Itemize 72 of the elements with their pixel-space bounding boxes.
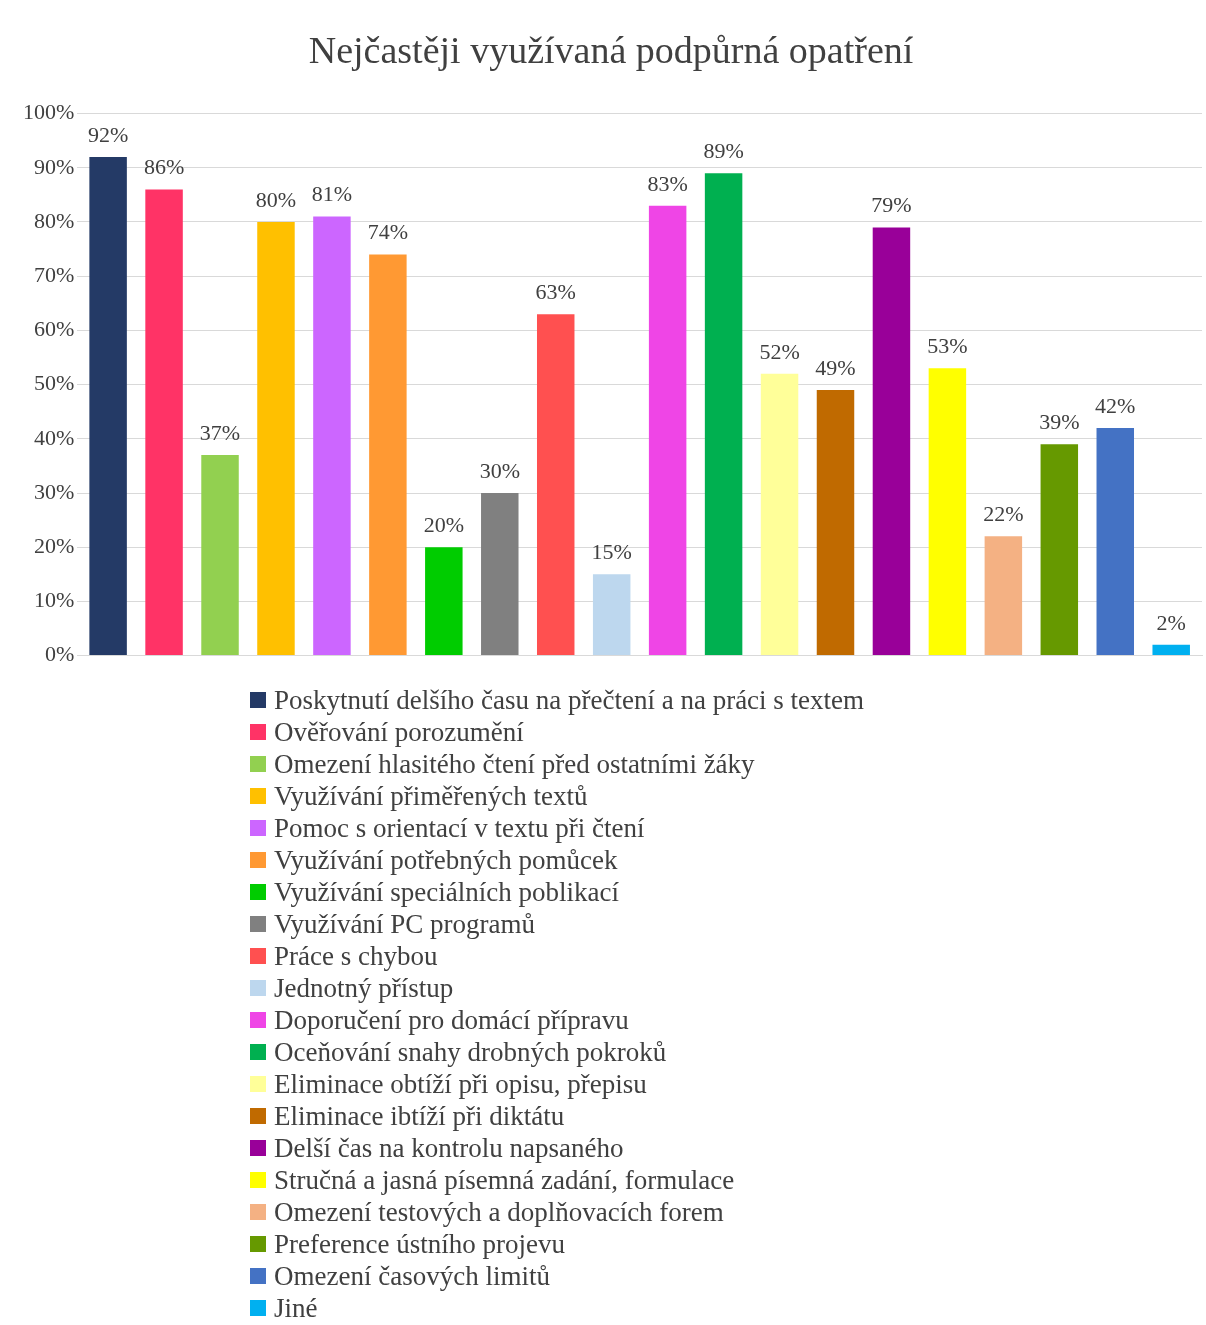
bar xyxy=(1152,644,1190,656)
data-label: 79% xyxy=(871,192,912,218)
legend-label: Využívání speciálních poblikací xyxy=(274,876,619,908)
legend-label: Delší čas na kontrolu napsaného xyxy=(274,1132,624,1164)
chart-title: Nejčastěji využívaná podpůrná opatření xyxy=(308,28,914,71)
data-label: 15% xyxy=(591,539,632,565)
data-label: 83% xyxy=(647,170,688,196)
y-tick-label: 0% xyxy=(45,641,75,667)
bar xyxy=(425,547,463,656)
bar xyxy=(704,173,743,656)
legend-label: Jednotný přístup xyxy=(274,972,454,1004)
bar xyxy=(313,216,351,656)
data-label: 74% xyxy=(367,219,409,245)
data-label: 20% xyxy=(423,511,464,537)
y-tick-label: 100% xyxy=(23,99,75,125)
legend-label: Doporučení pro domácí přípravu xyxy=(274,1004,629,1036)
bar xyxy=(89,156,127,656)
legend-label: Omezení časových limitů xyxy=(274,1260,550,1292)
legend-label: Eliminace obtíží při opisu, přepisu xyxy=(274,1068,647,1100)
bar xyxy=(145,189,183,656)
y-tick-label: 30% xyxy=(34,478,75,504)
bar xyxy=(536,314,575,656)
data-label: 63% xyxy=(535,278,576,304)
legend-label: Pomoc s orientací v textu při čtení xyxy=(274,812,645,844)
data-label: 2% xyxy=(1156,609,1186,635)
y-tick-label: 20% xyxy=(34,532,75,558)
data-label: 37% xyxy=(199,419,241,445)
y-tick-label: 60% xyxy=(34,316,75,342)
bar xyxy=(1096,427,1134,656)
legend-label: Omezení testových a doplňovacích forem xyxy=(274,1196,724,1228)
bar xyxy=(201,455,239,656)
legend-label: Využívání potřebných pomůcek xyxy=(274,844,618,876)
bar xyxy=(592,574,631,656)
legend-label: Oceňování snahy drobných pokroků xyxy=(274,1036,667,1068)
data-label: 52% xyxy=(759,338,800,364)
legend-label: Ověřování porozumění xyxy=(274,716,524,748)
data-label: 81% xyxy=(311,181,353,207)
data-label: 30% xyxy=(479,457,520,483)
data-label: 49% xyxy=(815,354,856,380)
y-tick-label: 50% xyxy=(34,370,75,396)
data-label: 39% xyxy=(1039,409,1080,434)
bar xyxy=(257,222,295,656)
legend-label: Stručná a jasná písemná zadání, formulace xyxy=(274,1164,735,1196)
legend-label: Práce s chybou xyxy=(274,940,438,972)
data-label: 80% xyxy=(255,186,297,212)
bar xyxy=(872,227,911,656)
legend-label: Využívání přiměřených textů xyxy=(274,780,588,812)
bar xyxy=(928,368,967,656)
legend-label: Jiné xyxy=(274,1292,318,1324)
y-tick-label: 70% xyxy=(34,261,75,287)
legend-label: Poskytnutí delšího času na přečtení a na práci s textem xyxy=(274,684,865,716)
y-tick-label: 80% xyxy=(34,207,75,233)
data-label: 42% xyxy=(1095,392,1136,418)
data-label: 53% xyxy=(927,333,968,359)
bar xyxy=(369,254,407,656)
data-label: 86% xyxy=(143,154,185,180)
y-tick-label: 90% xyxy=(34,153,75,179)
data-label: 92% xyxy=(87,121,129,147)
bar xyxy=(984,536,1023,656)
bar xyxy=(816,390,855,656)
bar xyxy=(481,493,519,656)
data-label: 22% xyxy=(983,501,1024,527)
bar xyxy=(760,373,799,656)
bar xyxy=(1040,444,1079,656)
y-tick-label: 10% xyxy=(34,587,75,613)
data-label: 89% xyxy=(703,138,744,163)
legend-label: Eliminace ibtíží při diktátu xyxy=(274,1100,565,1132)
legend-label: Omezení hlasitého čtení před ostatními žáky xyxy=(274,748,755,780)
bar xyxy=(648,205,687,656)
legend-label: Využívání PC programů xyxy=(274,908,535,940)
legend-label: Preference ústního projevu xyxy=(274,1228,565,1260)
y-tick-label: 40% xyxy=(34,424,75,450)
